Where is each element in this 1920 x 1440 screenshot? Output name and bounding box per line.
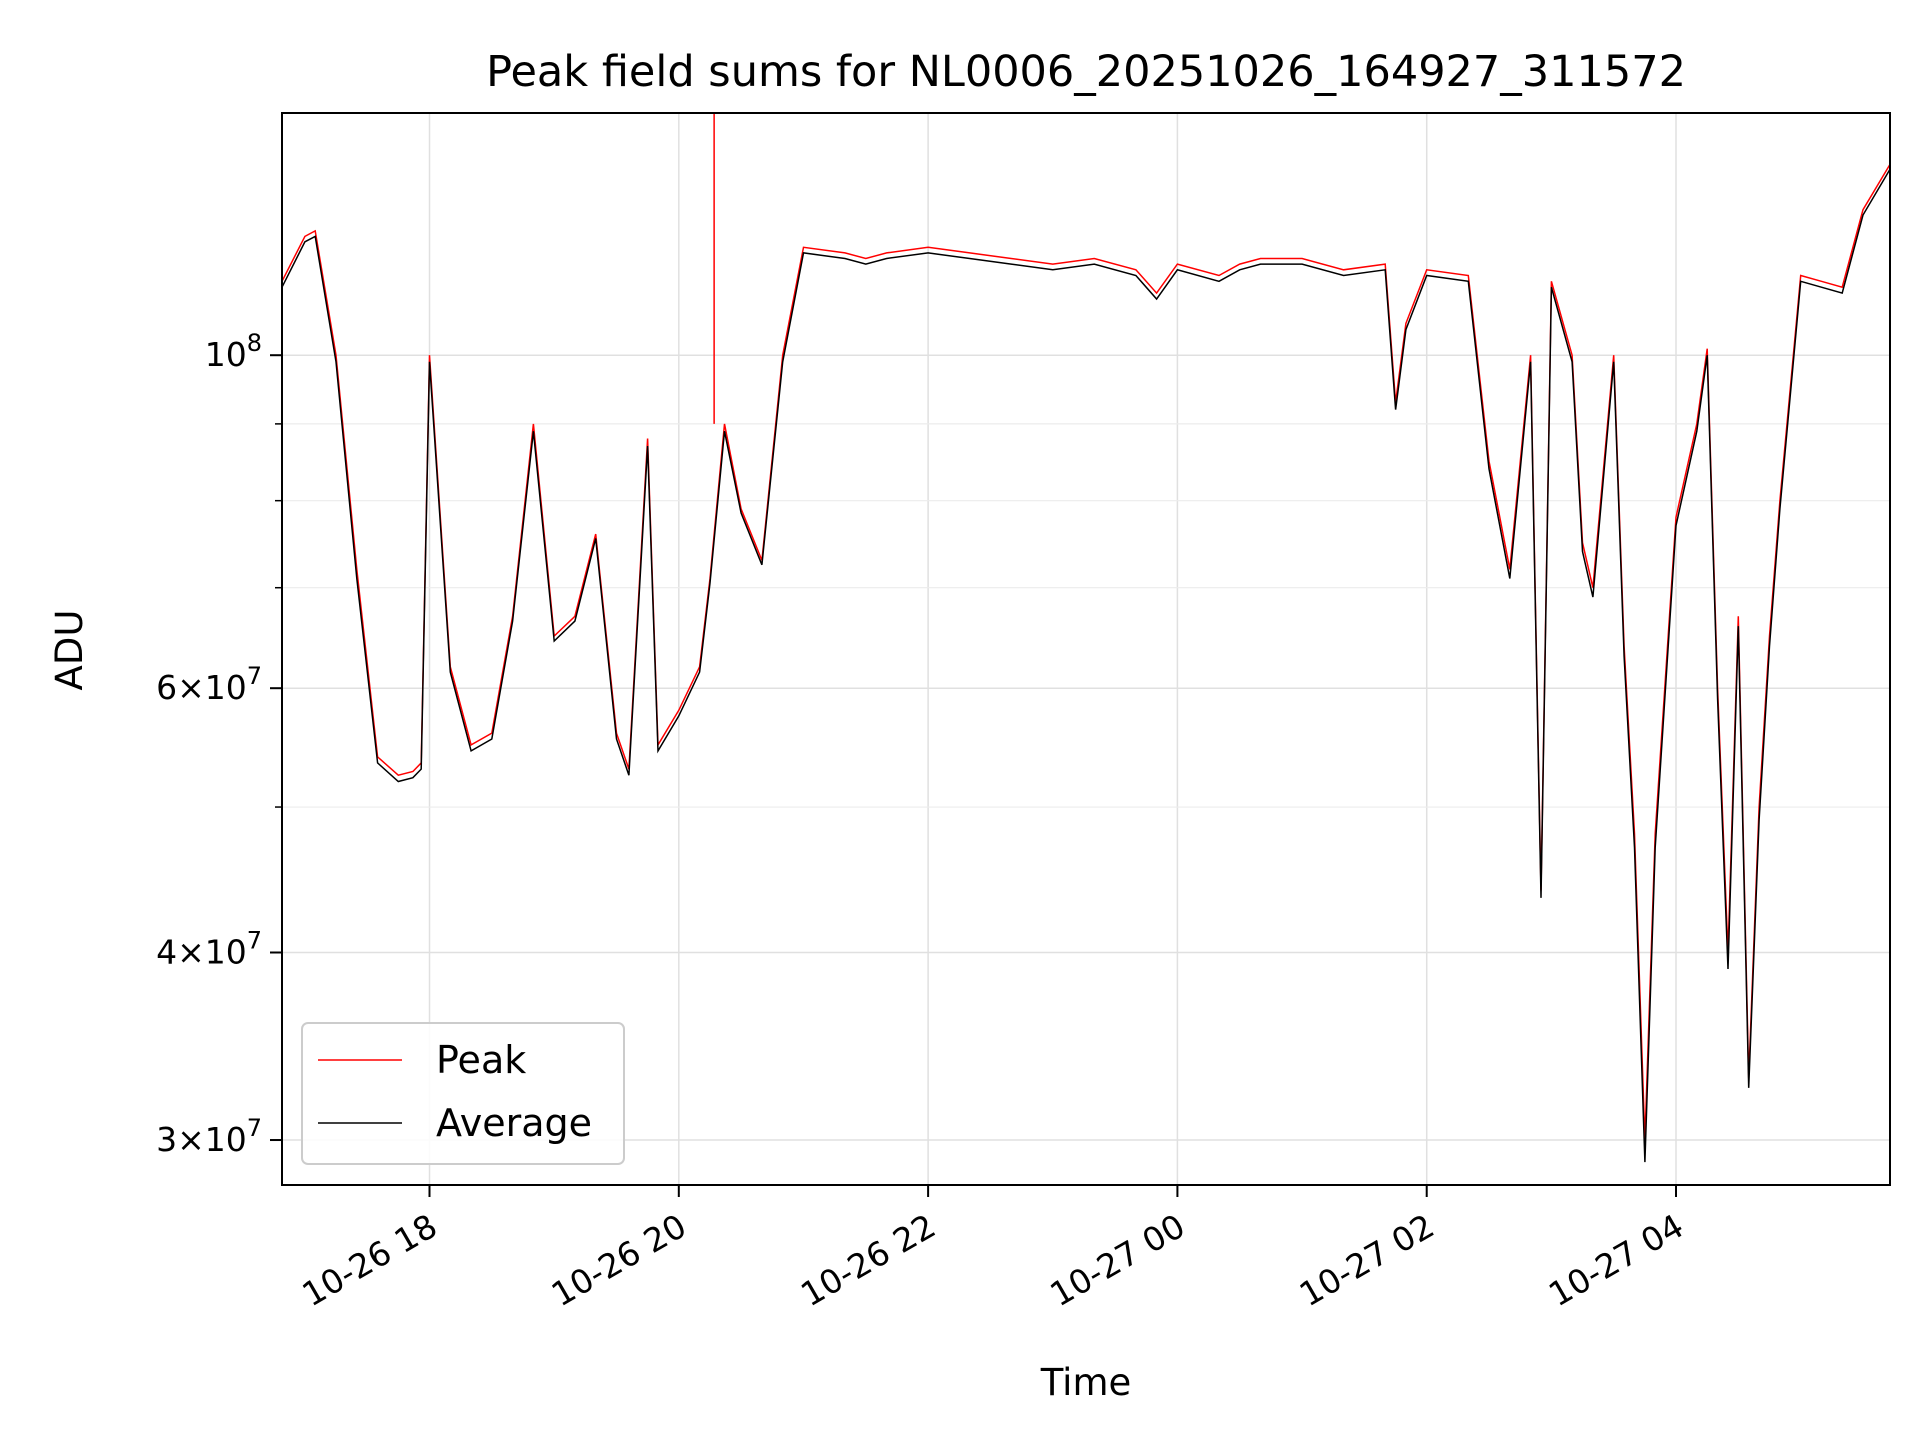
y-tick-label: 4×107	[156, 926, 262, 971]
x-axis-label: Time	[1040, 1361, 1132, 1404]
y-tick-label: 6×107	[156, 662, 262, 707]
y-axis-label: ADU	[48, 610, 91, 691]
legend-label-peak: Peak	[436, 1038, 526, 1082]
series-line-average	[281, 168, 1891, 1163]
axes-frame	[281, 112, 1891, 1186]
y-axis: 108 6×107 4×107 3×107	[156, 329, 282, 1159]
chart-title: Peak field sums for NL0006_20251026_1649…	[486, 47, 1686, 97]
plot-area	[281, 113, 1891, 1163]
y-tick-label: 3×107	[156, 1114, 262, 1159]
legend-label-average: Average	[436, 1101, 592, 1145]
legend: Peak Average	[301, 1022, 625, 1165]
legend-box	[301, 1022, 625, 1165]
y-tick-label: 108	[205, 329, 262, 374]
